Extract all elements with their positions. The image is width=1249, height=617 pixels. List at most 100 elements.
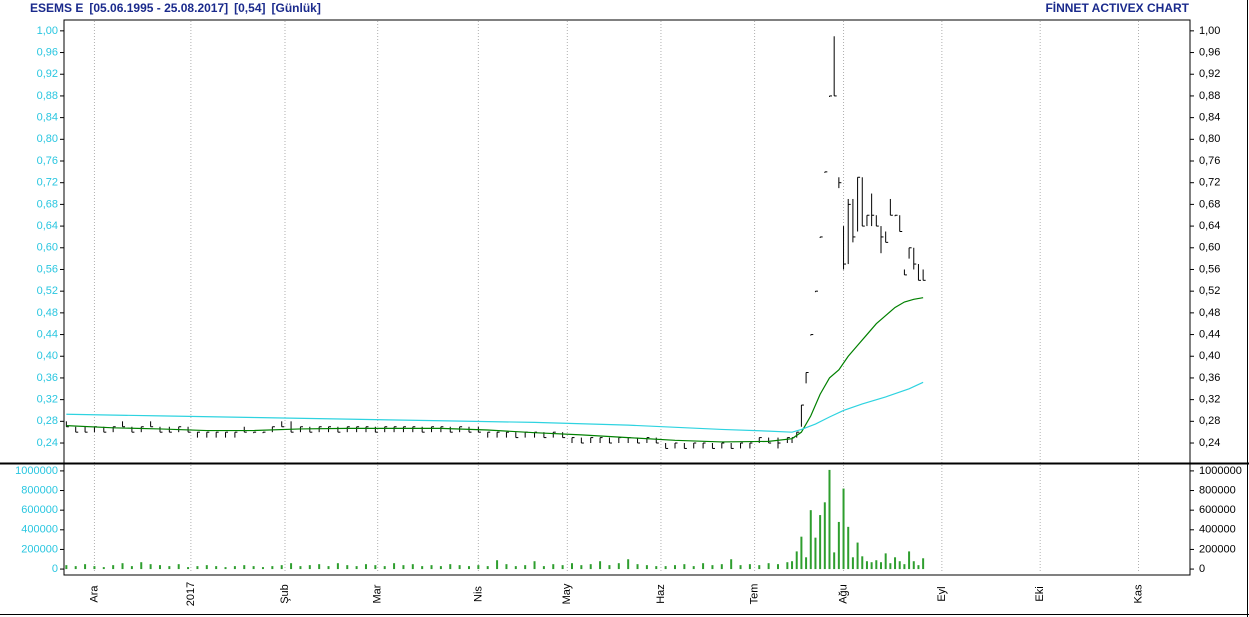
- marks: [65, 36, 926, 570]
- volume-bar: [215, 566, 218, 570]
- y-tick-label-right: 0,44: [1199, 328, 1220, 340]
- y-tick-label-right: 0,28: [1199, 415, 1220, 427]
- volume-bar: [851, 557, 854, 570]
- volume-bar: [580, 565, 583, 570]
- volume-bar: [449, 564, 452, 570]
- volume-bar: [205, 565, 208, 570]
- volume-bar: [65, 565, 68, 570]
- y-tick-label-left: 0,68: [37, 198, 58, 210]
- y-tick-label-left: 800000: [21, 484, 58, 496]
- x-tick-label: Mar: [372, 584, 384, 603]
- y-tick-label-left: 0,72: [37, 177, 58, 189]
- x-tick-label: Nis: [472, 586, 484, 602]
- header-left: ESEMS E [05.06.1995 - 25.08.2017] [0,54] [G…: [30, 1, 321, 15]
- volume-bar: [664, 566, 667, 570]
- y-tick-label-right: 600000: [1199, 504, 1236, 516]
- date-range: [05.06.1995 - 25.08.2017]: [89, 1, 228, 15]
- volume-bar: [158, 565, 161, 570]
- volume-bar: [402, 565, 405, 570]
- y-tick-label-right: 0,60: [1199, 242, 1220, 254]
- volume-bar: [767, 563, 770, 570]
- y-tick-label-right: 0,56: [1199, 263, 1220, 275]
- x-tick-label: Şub: [279, 584, 291, 604]
- volume-bar: [828, 469, 831, 570]
- volume-bar: [318, 564, 321, 570]
- grid: [93, 21, 1139, 573]
- volume-bar: [894, 557, 897, 570]
- volume-bar: [74, 566, 77, 570]
- volume-bar: [271, 566, 274, 570]
- volume-bar: [299, 566, 302, 570]
- volume-bar: [514, 566, 517, 570]
- volume-bar: [93, 566, 96, 570]
- volume-bar: [561, 565, 564, 570]
- volume-bar: [589, 564, 592, 570]
- volume-bar: [879, 562, 882, 570]
- volume-bar: [243, 565, 246, 570]
- y-tick-label-left: 0,36: [37, 372, 58, 384]
- volume-bar: [308, 565, 311, 570]
- volume-bar: [196, 566, 199, 570]
- x-tick-label: Ara: [88, 585, 100, 603]
- y-tick-label-left: 0,80: [37, 133, 58, 145]
- volume-bar: [856, 542, 859, 570]
- volume-bar: [645, 565, 648, 570]
- y-tick-label-right: 1,00: [1199, 25, 1220, 37]
- source: FİNNET ACTIVEX CHART: [1045, 0, 1189, 15]
- volume-bar: [922, 558, 925, 570]
- y-tick-label-right: 0,48: [1199, 307, 1220, 319]
- x-tick-label: Eyl: [936, 586, 948, 601]
- volume-bar: [336, 563, 339, 570]
- y-tick-label-right: 0,88: [1199, 90, 1220, 102]
- volume-bar: [149, 564, 152, 570]
- volume-bar: [121, 563, 124, 570]
- volume-bar: [130, 566, 133, 570]
- volume-bar: [912, 561, 915, 570]
- volume-bar: [673, 565, 676, 570]
- y-tick-label-right: 0,52: [1199, 285, 1220, 297]
- volume-bar: [486, 566, 489, 570]
- volume-bar: [112, 565, 115, 570]
- symbol: ESEMS E: [30, 1, 83, 15]
- y-tick-label-left: 0,84: [37, 112, 58, 124]
- y-tick-label-right: 200000: [1199, 543, 1236, 555]
- y-tick-label-right: 0,68: [1199, 198, 1220, 210]
- volume-bar: [903, 564, 906, 570]
- volume-bar: [861, 556, 864, 570]
- volume-bar: [84, 564, 87, 570]
- volume-bar: [908, 551, 911, 570]
- volume-bar: [758, 565, 761, 570]
- volume-bar: [570, 563, 573, 570]
- volume-bar: [847, 526, 850, 570]
- volume-bar: [533, 561, 536, 570]
- y-tick-label-left: 0,60: [37, 242, 58, 254]
- x-tick-label: 2017: [185, 582, 197, 606]
- y-tick-label-right: 0,32: [1199, 394, 1220, 406]
- volume-bar: [711, 565, 714, 570]
- volume-bar: [842, 488, 845, 570]
- x-tick-label: Eki: [1034, 586, 1046, 601]
- volume-bar: [720, 564, 723, 570]
- volume-bar: [776, 564, 779, 570]
- volume-bar: [542, 566, 545, 570]
- y-tick-label-left: 0,44: [37, 328, 58, 340]
- volume-bar: [252, 566, 255, 570]
- volume-bar: [168, 566, 171, 570]
- y-tick-label-right: 400000: [1199, 524, 1236, 536]
- volume-bar: [627, 559, 630, 570]
- y-tick-label-left: 0,24: [37, 437, 58, 449]
- volume-bar: [411, 564, 414, 570]
- volume-bar: [898, 561, 901, 570]
- x-tick-label: Haz: [655, 584, 667, 604]
- volume-bar: [865, 561, 868, 570]
- y-tick-label-left: 0,40: [37, 350, 58, 362]
- y-tick-label-left: 0,56: [37, 263, 58, 275]
- y-tick-label-left: 0,92: [37, 68, 58, 80]
- volume-bar: [805, 557, 808, 570]
- period: [Günlük]: [272, 1, 321, 15]
- y-tick-label-left: 0,76: [37, 155, 58, 167]
- volume-bar: [692, 566, 695, 570]
- volume-bar: [224, 567, 227, 570]
- y-tick-label-left: 400000: [21, 524, 58, 536]
